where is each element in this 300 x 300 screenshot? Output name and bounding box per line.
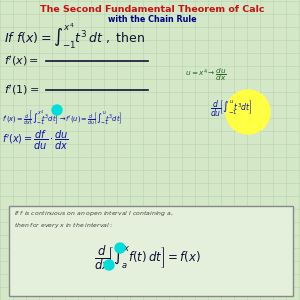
FancyBboxPatch shape: [9, 206, 293, 296]
Circle shape: [104, 260, 114, 270]
Circle shape: [52, 105, 62, 115]
Text: $f'(1) =$: $f'(1) =$: [4, 83, 39, 97]
Text: with the Chain Rule: with the Chain Rule: [108, 14, 196, 23]
Text: $\mathit{then\ for\ every\ x\ in\ the\ interval:}$: $\mathit{then\ for\ every\ x\ in\ the\ i…: [14, 221, 113, 230]
Text: $\dfrac{d}{dx}\!\left[\int_{a}^{x} f(t)\,dt\right] = f(x)$: $\dfrac{d}{dx}\!\left[\int_{a}^{x} f(t)\…: [94, 244, 202, 272]
Circle shape: [226, 90, 270, 134]
Text: $f'(x) = \dfrac{df}{du} \cdot \dfrac{du}{dx}$: $f'(x) = \dfrac{df}{du} \cdot \dfrac{du}…: [2, 128, 69, 152]
Text: The Second Fundamental Theorem of Calc: The Second Fundamental Theorem of Calc: [40, 5, 264, 14]
Text: $\mathit{If\ f\ is\ continuous\ on\ an\ open\ interval\ I\ containing\ a,}$: $\mathit{If\ f\ is\ continuous\ on\ an\ …: [14, 209, 174, 218]
Text: $\dfrac{d}{du}\!\left[\int_{-1}^{u}\!\! t^3 dt\right]$: $\dfrac{d}{du}\!\left[\int_{-1}^{u}\!\! …: [210, 99, 253, 119]
Text: $f'(x) = \frac{d}{dx}\!\left[\int_{-1}^{x^4}\!\! t^3 dt\right] \rightarrow f'(u): $f'(x) = \frac{d}{dx}\!\left[\int_{-1}^{…: [2, 108, 122, 128]
Circle shape: [115, 243, 125, 253]
Text: $u = x^4 \rightarrow \dfrac{du}{dx}$: $u = x^4 \rightarrow \dfrac{du}{dx}$: [185, 67, 226, 83]
Text: $f'(x) =$: $f'(x) =$: [4, 54, 39, 68]
Text: $\mathit{If}\ f(x) = \int_{-1}^{x^4} t^3\,dt\ ,\ \mathrm{then}$: $\mathit{If}\ f(x) = \int_{-1}^{x^4} t^3…: [4, 21, 145, 51]
